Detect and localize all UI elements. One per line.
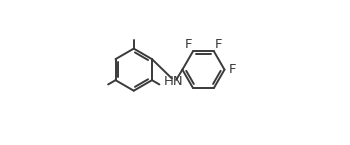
Text: F: F (229, 63, 237, 76)
Text: F: F (214, 38, 222, 51)
Text: F: F (185, 38, 192, 51)
Text: HN: HN (164, 75, 183, 88)
